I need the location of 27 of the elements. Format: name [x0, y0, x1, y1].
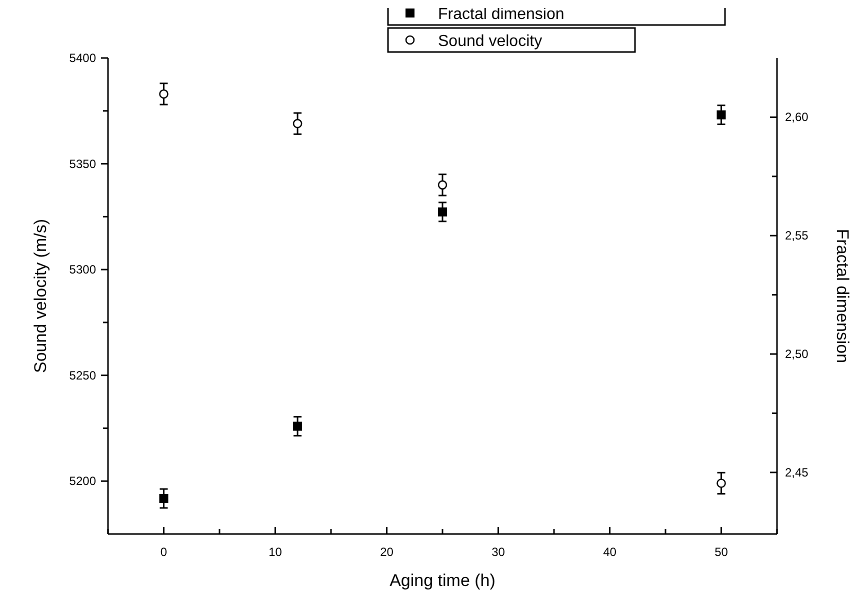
x-tick-label: 30: [492, 545, 506, 559]
point: [292, 118, 302, 128]
y2-tick-label: 2,45: [785, 465, 809, 480]
y2-axis-title: Fractal dimension: [833, 228, 852, 364]
y-tick-label: 5350: [69, 156, 96, 171]
x-tick-label: 50: [714, 545, 728, 559]
point: [716, 478, 726, 488]
x-tick-label: 10: [268, 545, 282, 559]
point: [438, 180, 448, 190]
point: [438, 207, 447, 216]
x-axis-title: Aging time (h): [390, 571, 496, 590]
point: [293, 422, 302, 431]
x-tick-label: 20: [380, 545, 394, 559]
point: [159, 494, 168, 503]
y-tick-label: 5400: [69, 51, 96, 65]
y-tick-label: 5250: [69, 368, 96, 382]
point: [159, 89, 168, 99]
x-tick-label: 0: [160, 545, 168, 559]
y2-tick-label: 2,55: [785, 228, 809, 243]
y2-tick-label: 2,50: [785, 347, 809, 362]
point: [716, 110, 726, 120]
y-tick-label: 5300: [69, 262, 96, 277]
x-tick-label: 40: [603, 545, 617, 559]
legend-label: Sound velocity: [438, 33, 542, 50]
y-axis-title: Sound velocity (m/s): [31, 219, 50, 373]
y-tick-label: 5200: [69, 474, 96, 488]
y2-tick-label: 2,60: [785, 110, 809, 124]
